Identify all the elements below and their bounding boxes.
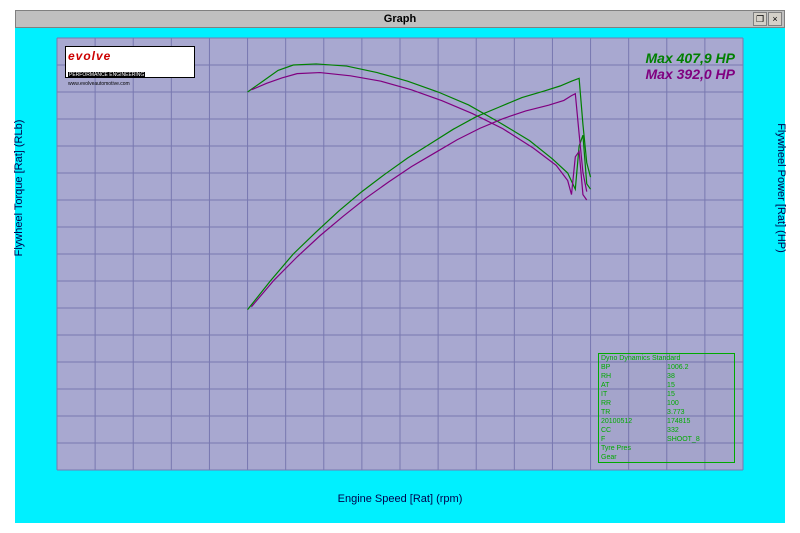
info-row: FSHOOT_8 — [599, 435, 734, 444]
svg-text:0: 0 — [47, 465, 53, 476]
svg-text:175: 175 — [36, 276, 53, 287]
info-box: Dyno Dynamics Standard BP1006.2RH38AT15I… — [598, 353, 735, 463]
svg-text:7000: 7000 — [579, 474, 602, 485]
svg-text:275: 275 — [36, 168, 53, 179]
svg-text:425: 425 — [747, 57, 764, 68]
svg-text:4500: 4500 — [389, 474, 412, 485]
info-row: IT15 — [599, 390, 734, 399]
svg-text:225: 225 — [36, 222, 53, 233]
svg-text:25: 25 — [747, 441, 759, 452]
info-row: AT15 — [599, 381, 734, 390]
svg-text:1500: 1500 — [160, 474, 183, 485]
svg-text:225: 225 — [747, 249, 764, 260]
window: Graph ❐ × 050010001500200025003000350040… — [15, 10, 785, 523]
svg-text:325: 325 — [747, 153, 764, 164]
svg-text:250: 250 — [36, 195, 53, 206]
logo-box: evolve PERFORMANCE ENGINEERING www.evolv… — [65, 46, 195, 78]
svg-text:250: 250 — [747, 225, 764, 236]
window-buttons: ❐ × — [753, 12, 782, 26]
svg-text:2000: 2000 — [198, 474, 221, 485]
svg-text:6500: 6500 — [541, 474, 564, 485]
svg-text:300: 300 — [747, 177, 764, 188]
svg-text:0: 0 — [54, 474, 60, 485]
svg-text:275: 275 — [747, 201, 764, 212]
window-title: Graph — [384, 13, 416, 25]
svg-text:3000: 3000 — [275, 474, 298, 485]
svg-text:400: 400 — [747, 81, 764, 92]
svg-text:150: 150 — [747, 321, 764, 332]
svg-text:25: 25 — [42, 438, 54, 449]
logo-url: www.evolveautomotive.com — [68, 81, 192, 87]
logo-brand: evolve — [68, 49, 192, 63]
info-row: BP1006.2 — [599, 363, 734, 372]
svg-text:300: 300 — [36, 141, 53, 152]
svg-text:100: 100 — [747, 369, 764, 380]
svg-text:125: 125 — [36, 330, 53, 341]
info-row: TR3.773 — [599, 408, 734, 417]
info-row: Tyre Pres — [599, 444, 734, 453]
svg-text:75: 75 — [42, 384, 54, 395]
svg-text:5500: 5500 — [465, 474, 488, 485]
svg-text:375: 375 — [747, 105, 764, 116]
svg-text:8000: 8000 — [656, 474, 679, 485]
svg-text:200: 200 — [36, 249, 53, 260]
chart-frame: 0500100015002000250030003500400045005000… — [15, 28, 785, 523]
svg-text:175: 175 — [747, 297, 764, 308]
svg-text:350: 350 — [36, 87, 53, 98]
svg-text:4000: 4000 — [351, 474, 374, 485]
svg-text:6000: 6000 — [503, 474, 526, 485]
svg-text:450: 450 — [747, 33, 764, 44]
legend: Max 407,9 HP Max 392,0 HP — [646, 50, 736, 82]
titlebar: Graph ❐ × — [15, 10, 785, 28]
info-header: Dyno Dynamics Standard — [599, 354, 734, 363]
info-table: BP1006.2RH38AT15IT15RR100TR3.77320100512… — [599, 363, 734, 462]
svg-text:200: 200 — [747, 273, 764, 284]
svg-text:2500: 2500 — [236, 474, 259, 485]
svg-text:100: 100 — [36, 357, 53, 368]
svg-text:375: 375 — [36, 60, 53, 71]
svg-text:50: 50 — [42, 411, 54, 422]
svg-text:8500: 8500 — [694, 474, 717, 485]
restore-button[interactable]: ❐ — [753, 12, 767, 26]
svg-text:125: 125 — [747, 345, 764, 356]
x-axis-label: Engine Speed [Rat] (rpm) — [15, 493, 785, 505]
svg-text:350: 350 — [747, 129, 764, 140]
svg-text:75: 75 — [747, 393, 759, 404]
svg-text:325: 325 — [36, 114, 53, 125]
svg-text:500: 500 — [87, 474, 104, 485]
info-row: RH38 — [599, 372, 734, 381]
y-axis-right-label: Flywheel Power [Rat] (HP) — [775, 88, 787, 288]
svg-text:7500: 7500 — [618, 474, 641, 485]
svg-text:5000: 5000 — [427, 474, 450, 485]
info-row: 20100512174815 — [599, 417, 734, 426]
svg-text:150: 150 — [36, 303, 53, 314]
legend-entry-2: Max 392,0 HP — [646, 66, 736, 82]
y-axis-left-label: Flywheel Torque [Rat] (RLb) — [13, 88, 25, 288]
close-button[interactable]: × — [768, 12, 782, 26]
svg-text:3500: 3500 — [313, 474, 336, 485]
logo-subtitle: PERFORMANCE ENGINEERING — [68, 72, 145, 78]
info-row: Gear — [599, 453, 734, 462]
legend-entry-1: Max 407,9 HP — [646, 50, 736, 66]
svg-text:0: 0 — [747, 465, 753, 476]
svg-text:50: 50 — [747, 417, 759, 428]
svg-text:400: 400 — [36, 33, 53, 44]
svg-text:1000: 1000 — [122, 474, 145, 485]
info-row: CC332 — [599, 426, 734, 435]
info-row: RR100 — [599, 399, 734, 408]
